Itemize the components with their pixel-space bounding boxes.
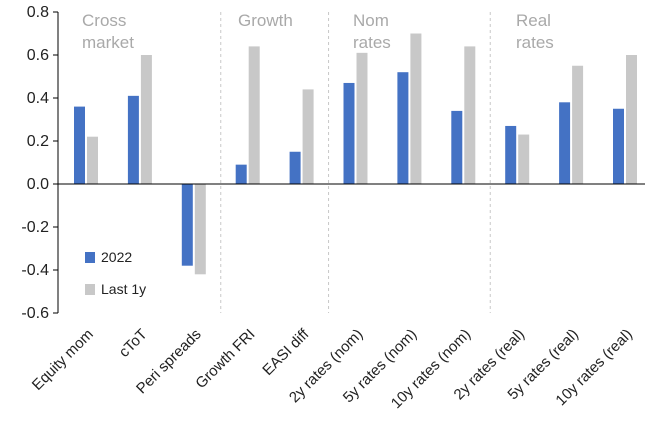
group-label-line: rates xyxy=(353,33,391,52)
legend-label: 2022 xyxy=(101,249,132,265)
group-label-line: Growth xyxy=(238,11,293,30)
y-tick-label: 0.2 xyxy=(27,133,49,150)
group-label-line: Nom xyxy=(353,11,389,30)
group-label: Growth xyxy=(238,11,293,30)
group-label: Real rates xyxy=(516,11,554,52)
bar-series-last-1y xyxy=(140,55,152,184)
group-label-line: Cross xyxy=(82,11,126,30)
y-tick-label: 0.4 xyxy=(27,90,49,107)
x-tick-label: Equity mom xyxy=(29,326,97,394)
bar-series-last-1y xyxy=(87,136,98,184)
bar-series-last-1y xyxy=(626,55,637,184)
group-label-line: Real xyxy=(516,11,551,30)
bar-series-last-1y xyxy=(410,33,422,184)
group-label-line: rates xyxy=(516,33,554,52)
legend-label: Last 1y xyxy=(101,281,146,297)
bar-series-2022 xyxy=(613,108,624,184)
bar-series-2022 xyxy=(127,95,139,184)
bar-series-last-1y xyxy=(464,46,476,185)
group-label-line: market xyxy=(82,33,134,52)
y-tick-label: -0.4 xyxy=(21,262,49,279)
bar-series-2022 xyxy=(74,106,85,184)
legend-swatch xyxy=(85,284,95,295)
legend-swatch xyxy=(85,252,95,263)
bar-series-2022 xyxy=(343,82,355,184)
x-tick-label: cToT xyxy=(116,326,151,361)
bar-series-2022 xyxy=(181,184,193,266)
bar-series-2022 xyxy=(505,125,517,184)
group-separators xyxy=(220,12,491,313)
bar-series-last-1y xyxy=(572,65,584,184)
y-tick-label: 0.6 xyxy=(27,47,49,64)
bar-series-last-1y xyxy=(356,52,368,184)
bar-series-2022 xyxy=(451,110,463,184)
bar-series-2022 xyxy=(397,72,409,184)
bar-series-last-1y xyxy=(194,184,206,275)
bar-series-2022 xyxy=(559,102,571,184)
bar-series-2022 xyxy=(289,151,301,184)
y-tick-label: 0.0 xyxy=(27,176,49,193)
bar-series-last-1y xyxy=(302,89,314,184)
y-tick-label: 0.8 xyxy=(27,4,49,21)
bar-series-last-1y xyxy=(248,46,260,185)
group-labels: Cross market Growth Nom rates Real rates xyxy=(82,11,554,52)
y-tick-label: -0.2 xyxy=(21,219,49,236)
x-tick-label: EASI diff xyxy=(259,325,313,379)
group-label: Cross market xyxy=(82,11,134,52)
y-tick-label: -0.6 xyxy=(21,305,49,322)
bars xyxy=(74,33,637,275)
y-axis: 0.8 0.6 0.4 0.2 0.0 -0.2 -0.4 -0.6 xyxy=(21,4,59,322)
group-label: Nom rates xyxy=(353,11,391,52)
legend: 2022 Last 1y xyxy=(85,249,146,297)
bar-series-2022 xyxy=(235,164,247,184)
bar-series-last-1y xyxy=(518,134,530,184)
